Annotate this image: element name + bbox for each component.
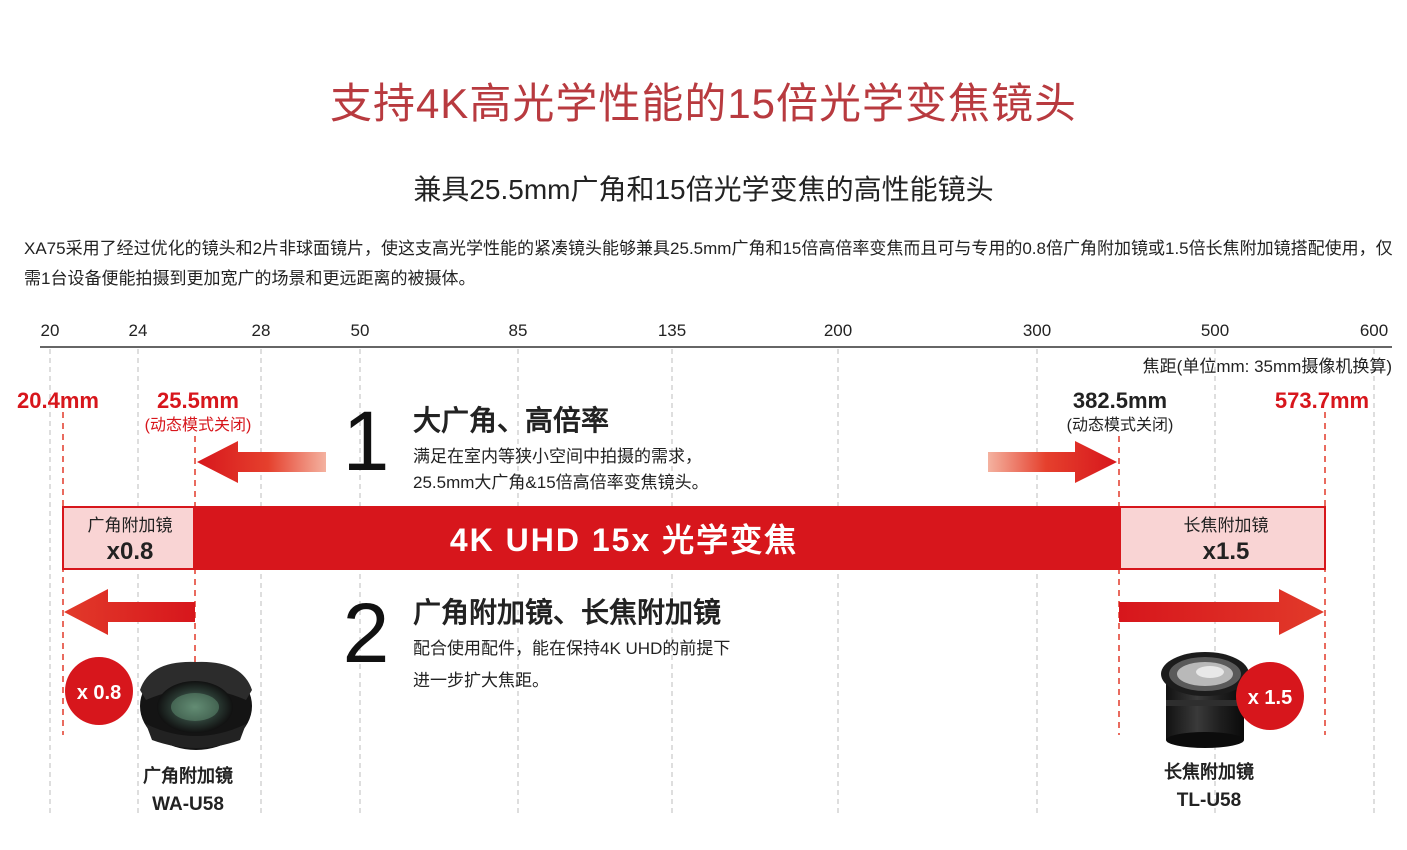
point-1-heading: 大广角、高倍率 <box>413 404 609 436</box>
right-arrow-converter <box>1119 589 1324 635</box>
wide-badge: x 0.8 <box>65 657 133 725</box>
page-title: 支持4K高光学性能的15倍光学变焦镜头 <box>329 80 1078 127</box>
tele-badge: x 1.5 <box>1236 662 1304 730</box>
scale-tick: 85 <box>509 321 528 340</box>
scale-tick: 500 <box>1201 321 1229 340</box>
wide-badge-label: x 0.8 <box>77 682 121 704</box>
main-zoom-bar <box>193 506 1120 570</box>
scale-tick: 200 <box>824 321 852 340</box>
tele-converter-label: 长焦附加镜 <box>1184 516 1269 535</box>
point-2-line-1: 配合使用配件，能在保持4K UHD的前提下 <box>413 638 730 658</box>
point-2-number: 2 <box>343 586 390 680</box>
intro-paragraph: XA75采用了经过优化的镜头和2片非球面镜片，使这支高光学性能的紧凑镜头能够兼具… <box>24 239 1393 288</box>
marker-wide-min: 20.4mm <box>17 388 99 413</box>
marker-tele-native-note: (动态模式关闭) <box>1067 416 1174 434</box>
point-1-number: 1 <box>343 394 390 488</box>
point-1-line-1: 满足在室内等狭小空间中拍摄的需求， <box>413 447 702 466</box>
wide-converter-box <box>62 506 195 570</box>
point-2-heading: 广角附加镜、长焦附加镜 <box>413 596 721 628</box>
scale-tick: 24 <box>129 321 148 340</box>
wide-product-name: 广角附加镜 <box>143 765 233 786</box>
scale-tick: 300 <box>1023 321 1051 340</box>
main-zoom-bar-label: 4K UHD 15x 光学变焦 <box>450 522 798 558</box>
marker-wide-native: 25.5mm <box>157 388 239 413</box>
tele-converter-value: x1.5 <box>1203 538 1250 565</box>
tele-badge-label: x 1.5 <box>1248 687 1292 709</box>
wide-converter-value: x0.8 <box>107 538 154 565</box>
page-subtitle: 兼具25.5mm广角和15倍光学变焦的高性能镜头 <box>413 174 994 205</box>
left-arrow-converter <box>64 589 195 635</box>
tele-product-name: 长焦附加镜 <box>1164 761 1254 782</box>
marker-wide-native-note: (动态模式关闭) <box>145 416 252 434</box>
scale-tick: 20 <box>41 321 60 340</box>
right-arrow-tele <box>988 441 1117 483</box>
point-2-line-2: 进一步扩大焦距。 <box>413 671 549 690</box>
tele-converter-lens-image <box>1161 652 1249 748</box>
scale-tick: 600 <box>1360 321 1388 340</box>
scale-ticks: 20 24 28 50 85 135 200 300 500 600 <box>41 321 1389 340</box>
wide-product-model: WA-U58 <box>152 794 224 815</box>
point-1-line-2: 25.5mm大广角&15倍高倍率变焦镜头。 <box>413 473 709 492</box>
range-marker-lines <box>62 412 1326 735</box>
tele-converter-box <box>1119 506 1326 570</box>
scale-caption: 焦距(单位mm: 35mm摄像机换算) <box>1143 357 1392 376</box>
wide-converter-label: 广角附加镜 <box>88 516 173 535</box>
scale-tick: 135 <box>658 321 686 340</box>
marker-tele-native: 382.5mm <box>1073 388 1167 413</box>
scale-tick: 50 <box>351 321 370 340</box>
scale-tick: 28 <box>252 321 271 340</box>
left-arrow-wide <box>197 441 326 483</box>
wide-converter-lens-image <box>140 661 252 750</box>
marker-tele-max: 573.7mm <box>1275 388 1369 413</box>
tele-product-model: TL-U58 <box>1177 790 1241 811</box>
